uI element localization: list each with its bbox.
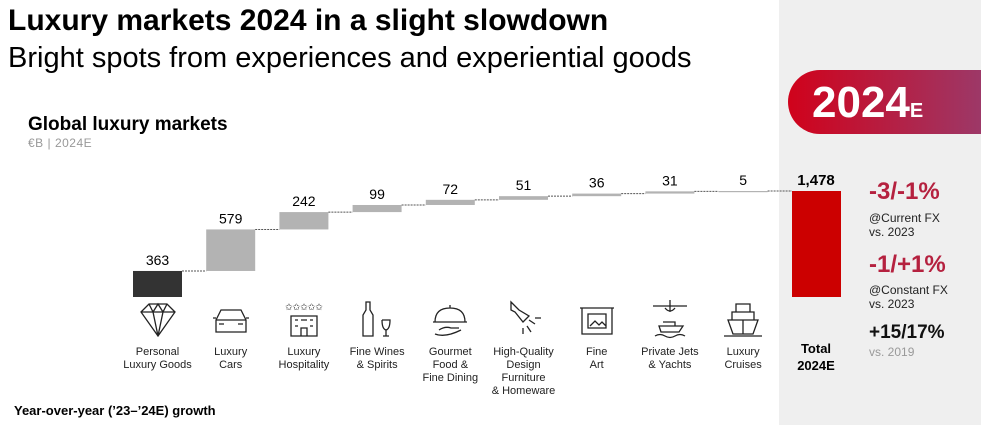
cloche-icon <box>433 305 468 336</box>
category-label-line: Hospitality <box>278 359 330 371</box>
value-label-6: 36 <box>589 175 605 191</box>
category-label-line: & Yachts <box>648 359 692 371</box>
page-subtitle: Bright spots from experiences and experi… <box>8 42 692 74</box>
category-label-6: Fine Art <box>547 346 647 372</box>
bar-4 <box>425 199 475 205</box>
category-label-line: Furniture <box>501 372 546 384</box>
svg-text:✩✩✩✩✩: ✩✩✩✩✩ <box>285 302 323 312</box>
category-label-line: Design <box>506 359 541 371</box>
category-label-line: Private Jets <box>641 346 699 358</box>
chart-unit: €B | 2024E <box>28 136 93 150</box>
value-label-2: 242 <box>292 193 316 209</box>
total-value-label: 1,478 <box>797 172 835 189</box>
chart-title: Global luxury markets <box>28 114 228 135</box>
bar-6 <box>572 193 622 197</box>
category-label-7: Private Jets & Yachts <box>620 346 720 372</box>
total-bar <box>792 191 841 297</box>
category-label-line: & Spirits <box>356 359 398 371</box>
growth-constant-fx-note: @Constant FX vs. 2023 <box>869 283 948 311</box>
art-frame-icon <box>579 307 614 335</box>
category-label-line: Art <box>589 359 604 371</box>
bar-8 <box>718 191 768 193</box>
category-label-2: Luxury Hospitality <box>254 346 354 372</box>
category-label-line: Luxury <box>726 346 760 358</box>
category-label-line: High-Quality <box>493 346 554 358</box>
bar-5 <box>499 196 548 200</box>
category-label-line: & Homeware <box>491 385 556 397</box>
category-label-5: High-Quality Design Furniture & Homeware <box>474 346 574 398</box>
category-label-line: Gourmet <box>428 346 472 358</box>
value-label-3: 99 <box>369 186 385 202</box>
category-label-line: Cruises <box>724 359 762 371</box>
jet-yacht-icon <box>652 300 687 339</box>
category-label-1: Luxury Cars <box>181 346 281 372</box>
growth-current-fx-note: @Current FX vs. 2023 <box>869 211 940 239</box>
category-label-4: Gourmet Food & Fine Dining <box>400 346 500 385</box>
growth-constant-fx-value: -1/+1% <box>869 251 946 278</box>
wine-icon <box>362 301 391 337</box>
value-label-4: 72 <box>443 181 459 197</box>
growth-current-fx-value: -3/-1% <box>869 178 940 205</box>
cruise-ship-icon <box>724 303 763 337</box>
year-banner-text: 2024E <box>812 78 924 127</box>
growth-vs-2019-note: vs. 2019 <box>869 345 915 359</box>
bar-7 <box>645 191 695 194</box>
year-banner <box>788 70 981 134</box>
category-label-8: Luxury Cruises <box>693 346 793 372</box>
value-label-8: 5 <box>739 172 747 188</box>
category-label-line: Luxury <box>287 346 321 358</box>
footer-note: Year-over-year (’23–’24E) growth <box>14 403 216 418</box>
total-label: Total 2024E <box>797 341 835 373</box>
bar-1 <box>206 229 256 271</box>
value-label-1: 579 <box>219 210 243 226</box>
value-label-7: 31 <box>662 172 678 188</box>
bar-3 <box>352 204 402 213</box>
page-title: Luxury markets 2024 in a slight slowdown <box>8 4 609 37</box>
category-label-line: Fine Dining <box>422 372 479 384</box>
value-label-0: 363 <box>146 252 170 268</box>
category-label-line: Fine <box>585 346 608 358</box>
category-label-line: Luxury Goods <box>123 359 192 371</box>
category-label-line: Personal <box>135 346 180 358</box>
category-label-0: Personal Luxury Goods <box>108 346 208 372</box>
diamond-icon <box>139 302 176 338</box>
category-label-3: Fine Wines & Spirits <box>327 346 427 372</box>
lamp-icon <box>509 300 541 334</box>
category-label-line: Luxury <box>214 346 248 358</box>
category-label-line: Food & <box>432 359 469 371</box>
bar-2 <box>279 212 329 230</box>
value-label-5: 51 <box>516 177 532 193</box>
hotel-icon: ✩✩✩✩✩ <box>285 302 323 337</box>
growth-vs-2019-value: +15/17% <box>869 322 945 343</box>
bar-0 <box>133 270 182 297</box>
category-label-line: Fine Wines <box>349 346 405 358</box>
category-label-line: Cars <box>219 359 243 371</box>
car-icon <box>212 309 249 333</box>
